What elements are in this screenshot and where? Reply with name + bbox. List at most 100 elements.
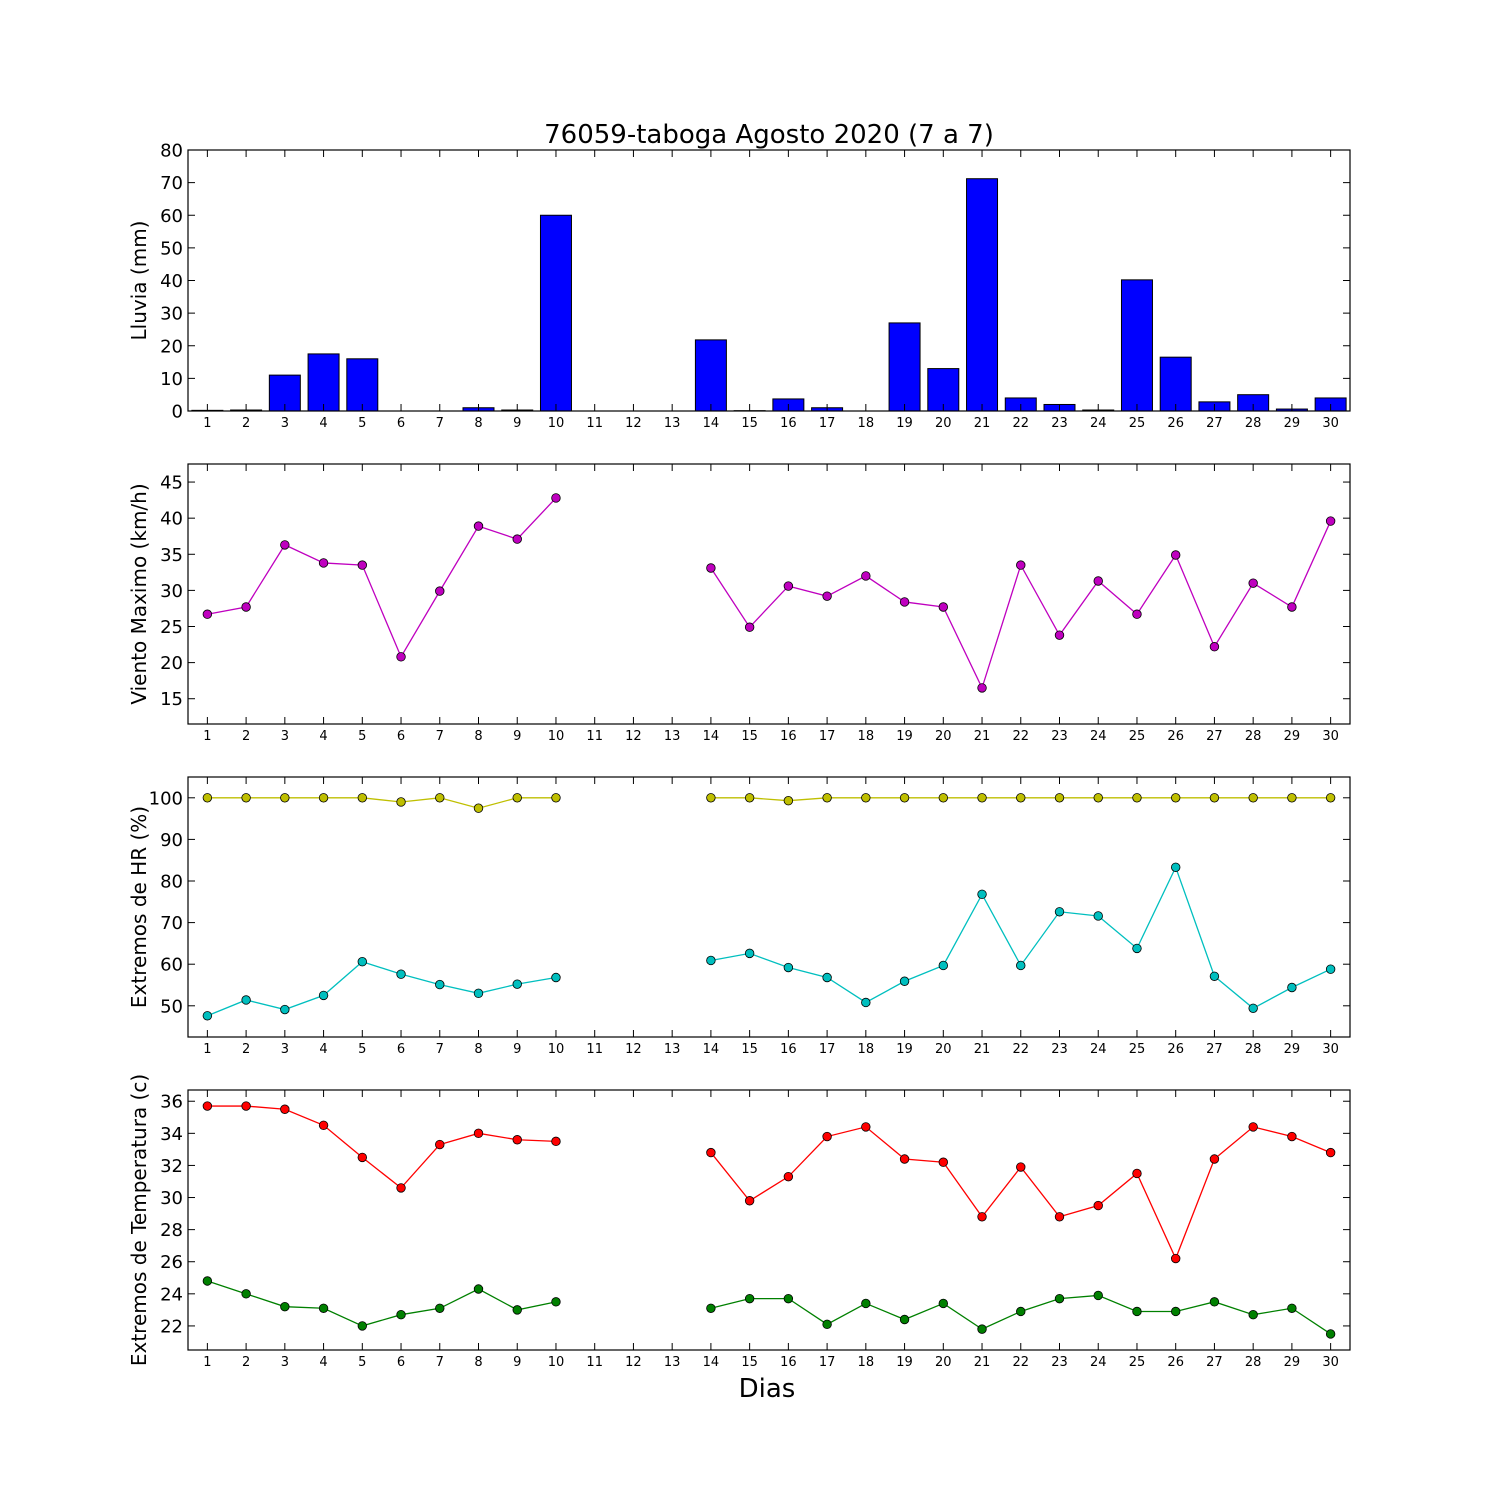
x-tick-label: 6 (397, 1355, 405, 1370)
x-tick-label: 26 (1167, 729, 1184, 744)
y-tick-label: 0 (172, 402, 183, 423)
data-point (1094, 577, 1103, 586)
data-point (358, 1322, 367, 1331)
data-point (707, 794, 716, 803)
data-point (513, 794, 522, 803)
data-point (707, 1148, 716, 1157)
x-tick-label: 4 (319, 1355, 327, 1370)
y-tick-label: 90 (160, 830, 183, 851)
x-tick-label: 30 (1322, 1355, 1339, 1370)
x-tick-label: 2 (242, 1042, 250, 1057)
data-point (1210, 794, 1219, 803)
x-tick-label: 8 (474, 416, 482, 431)
x-tick-label: 15 (741, 416, 758, 431)
x-tick-label: 13 (664, 1042, 681, 1057)
data-point (281, 1105, 290, 1114)
y-tick-label: 15 (160, 689, 183, 710)
y-tick-label: 80 (160, 872, 183, 893)
y-tick-label: 70 (160, 913, 183, 934)
data-point (707, 564, 716, 573)
x-tick-label: 1 (203, 1355, 211, 1370)
x-tick-label: 9 (513, 1355, 521, 1370)
data-point (474, 1129, 483, 1138)
x-tick-label: 4 (319, 416, 327, 431)
data-point (1133, 610, 1142, 619)
x-tick-label: 24 (1090, 416, 1107, 431)
bar (1160, 357, 1191, 411)
data-point (242, 996, 251, 1005)
data-point (823, 794, 832, 803)
data-point (358, 561, 367, 570)
data-point (552, 973, 561, 982)
data-point (1016, 1163, 1025, 1172)
data-point (242, 1290, 251, 1299)
x-tick-label: 12 (625, 416, 642, 431)
series-line (207, 498, 556, 657)
data-point (1094, 1201, 1103, 1210)
data-point (435, 587, 444, 596)
x-tick-label: 30 (1322, 416, 1339, 431)
x-tick-label: 11 (586, 1042, 603, 1057)
data-point (862, 1123, 871, 1132)
data-point (319, 991, 328, 1000)
x-tick-label: 3 (281, 416, 289, 431)
x-tick-label: 25 (1129, 1042, 1146, 1057)
data-point (397, 970, 406, 979)
data-point (784, 582, 793, 591)
x-tick-label: 13 (664, 416, 681, 431)
data-point (513, 535, 522, 544)
data-point (1326, 794, 1335, 803)
x-tick-label: 21 (974, 1355, 991, 1370)
data-point (1055, 907, 1064, 916)
x-tick-label: 4 (319, 729, 327, 744)
y-tick-label: 40 (160, 509, 183, 530)
data-point (823, 1320, 832, 1329)
y-tick-label: 30 (160, 304, 183, 325)
x-tick-label: 27 (1206, 416, 1223, 431)
x-tick-label: 30 (1322, 1042, 1339, 1057)
data-point (319, 1121, 328, 1130)
x-tick-label: 19 (896, 1042, 913, 1057)
data-point (1210, 972, 1219, 981)
x-tick-label: 19 (896, 729, 913, 744)
data-point (978, 794, 987, 803)
data-point (1016, 794, 1025, 803)
data-point (242, 603, 251, 612)
data-point (1326, 517, 1335, 526)
data-point (1094, 794, 1103, 803)
x-tick-label: 15 (741, 729, 758, 744)
data-point (435, 1304, 444, 1313)
x-tick-label: 22 (1012, 729, 1029, 744)
data-point (242, 1102, 251, 1111)
bar (695, 340, 726, 411)
x-tick-label: 16 (780, 416, 797, 431)
data-point (1210, 1155, 1219, 1164)
series-line (711, 867, 1331, 1008)
x-tick-label: 23 (1051, 1042, 1068, 1057)
data-point (435, 794, 444, 803)
data-point (707, 1304, 716, 1313)
data-point (474, 989, 483, 998)
x-tick-label: 17 (819, 729, 836, 744)
data-point (552, 494, 561, 503)
data-point (939, 1299, 948, 1308)
x-tick-label: 5 (358, 729, 366, 744)
data-point (1133, 1169, 1142, 1178)
x-tick-label: 21 (974, 1042, 991, 1057)
plot-frame (188, 777, 1350, 1037)
data-point (784, 1294, 793, 1303)
x-tick-label: 26 (1167, 416, 1184, 431)
data-point (939, 603, 948, 612)
series-line (207, 962, 556, 1016)
data-point (1094, 1291, 1103, 1300)
x-tick-label: 23 (1051, 416, 1068, 431)
data-point (1326, 965, 1335, 974)
bar (347, 359, 378, 411)
data-point (1288, 1132, 1297, 1141)
x-tick-label: 2 (242, 416, 250, 431)
data-point (707, 956, 716, 965)
x-tick-label: 20 (935, 416, 952, 431)
x-tick-label: 14 (703, 729, 720, 744)
